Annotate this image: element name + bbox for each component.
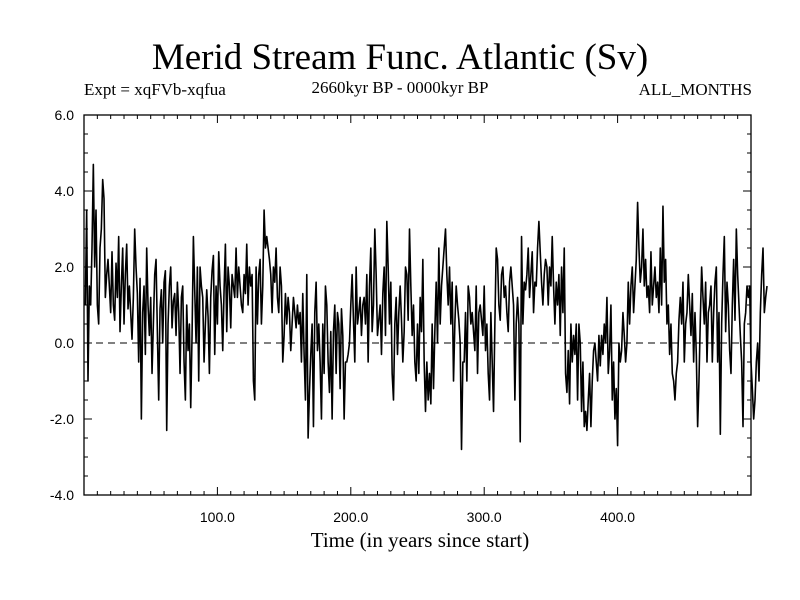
x-tick-label: 100.0 (200, 509, 235, 525)
y-tick-label: 0.0 (55, 335, 75, 351)
y-tick-label: 2.0 (55, 259, 75, 275)
y-tick-label: -2.0 (50, 411, 74, 427)
experiment-label: Expt = xqFVb-xqfua (84, 80, 226, 99)
tick-layer (84, 115, 751, 495)
x-tick-label: 300.0 (467, 509, 502, 525)
y-tick-label: 6.0 (55, 107, 75, 123)
x-tick-label: 400.0 (600, 509, 635, 525)
y-tick-label: 4.0 (55, 183, 75, 199)
chart-title: Merid Stream Func. Atlantic (Sv) (151, 37, 649, 78)
tick-label-layer: 100.0 200.0 300.0 400.0 -4.0 -2.0 0.0 2.0 4.0 6.0 (50, 107, 635, 525)
time-range-label: 2660kyr BP - 0000kyr BP (311, 78, 489, 97)
months-label: ALL_MONTHS (638, 80, 752, 99)
x-tick-label: 200.0 (333, 509, 368, 525)
series-layer (84, 163, 768, 451)
series-line-0 (84, 163, 768, 451)
y-tick-label: -4.0 (50, 487, 74, 503)
plot-frame (83, 114, 752, 496)
x-axis-title: Time (in years since start) (310, 528, 530, 552)
